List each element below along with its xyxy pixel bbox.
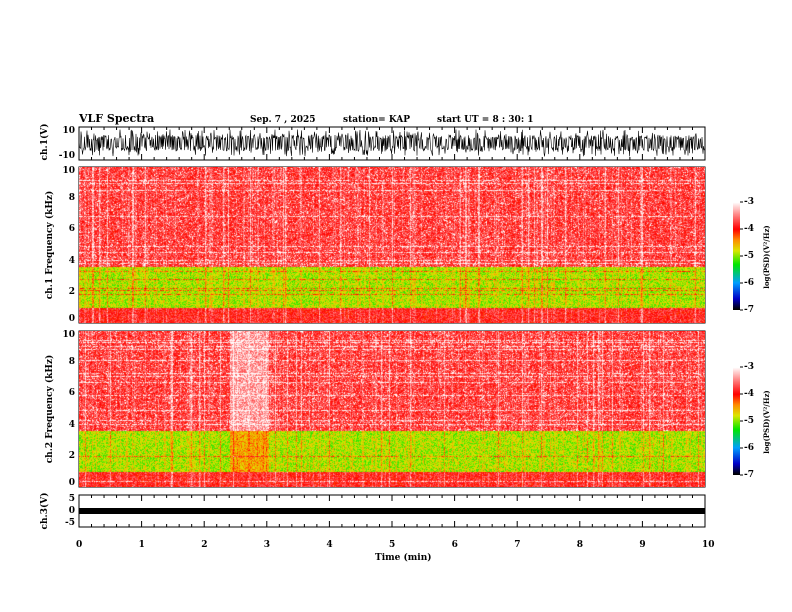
- x-axis-label: Time (min): [375, 553, 432, 563]
- ch1-waveform-line: [78, 129, 705, 157]
- y-tick-label: 8: [68, 193, 75, 204]
- date-label: Sep. 7 , 2025: [250, 115, 316, 125]
- x-tick-label: 10: [702, 540, 715, 550]
- x-tick-label: 1: [138, 540, 145, 550]
- y-tick-label: 5: [68, 494, 75, 504]
- x-tick-label: 6: [451, 540, 458, 550]
- x-tick-label: 5: [389, 540, 396, 550]
- x-tick-label: 8: [576, 540, 584, 550]
- colorbar-tick-label: -7: [744, 305, 754, 315]
- colorbar2-label: log(PSD)(V²/Hz): [762, 390, 771, 454]
- ch1-ylabel: ch.1(V): [40, 123, 50, 161]
- y-tick-label: 8: [68, 357, 75, 368]
- colorbar1-label: log(PSD)(V²/Hz): [762, 225, 771, 289]
- x-tick-label: 7: [514, 540, 521, 550]
- colorbar-tick-label: -5: [744, 251, 754, 261]
- x-tick-label: 4: [326, 540, 333, 550]
- y-tick-label: 2: [68, 286, 75, 297]
- ch3-ylabel: ch.3(V): [40, 492, 50, 530]
- colorbar-tick-label: -7: [744, 470, 754, 480]
- colorbar-tick-label: -3: [744, 362, 754, 372]
- colorbar-tick-label: -6: [744, 278, 754, 288]
- colorbar-tick-label: -4: [744, 224, 754, 234]
- ch1-spectrogram: [79, 167, 705, 323]
- y-tick-label: 0: [68, 478, 75, 488]
- y-tick-label: 2: [68, 450, 75, 461]
- y-tick-label: 4: [68, 419, 75, 430]
- colorbar-tick-label: -5: [744, 416, 754, 426]
- x-tick-label: 2: [201, 540, 208, 550]
- ch2-colorbar: [733, 367, 740, 475]
- ch1-spec-ylabel: ch.1 Frequency (kHz): [45, 190, 55, 300]
- station-label: station= KAP: [343, 115, 411, 125]
- x-tick-label: 9: [639, 540, 646, 550]
- y-tick-label: -10: [58, 151, 75, 161]
- y-tick-label: 4: [68, 255, 75, 266]
- y-tick-label: 10: [62, 126, 75, 136]
- colorbar-tick-label: -3: [744, 197, 754, 207]
- y-tick-label: 6: [68, 224, 75, 235]
- x-tick-label: 3: [263, 540, 271, 550]
- y-tick-label: 6: [68, 388, 75, 399]
- colorbar-tick-label: -4: [744, 389, 754, 399]
- y-tick-label: 0: [68, 506, 75, 516]
- ch2-spec-ylabel: ch.2 Frequency (kHz): [45, 354, 55, 464]
- ch3-waveform-line: [79, 508, 705, 514]
- y-tick-label: 10: [62, 330, 75, 340]
- start-time-label: start UT = 8 : 30: 1: [437, 115, 534, 125]
- figure-title: VLF Spectra: [79, 112, 155, 125]
- x-tick-label: 0: [76, 540, 83, 550]
- y-tick-label: 0: [68, 314, 75, 324]
- y-tick-label: 10: [62, 166, 75, 176]
- colorbar-tick-label: -6: [744, 443, 754, 453]
- ch1-colorbar: [733, 202, 740, 310]
- y-tick-label: -5: [65, 518, 75, 528]
- ch2-spectrogram: [79, 331, 705, 487]
